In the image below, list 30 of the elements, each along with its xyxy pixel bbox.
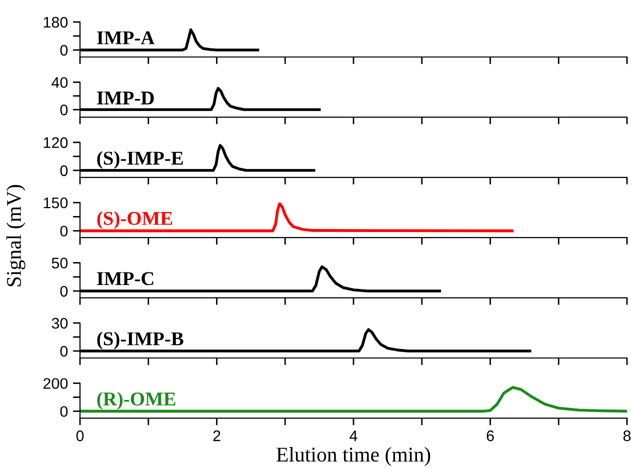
y-tick-label: 0 (60, 286, 68, 297)
series-label: IMP-C (97, 272, 154, 286)
x-tick-label: 8 (623, 430, 631, 442)
x-tick-label: 6 (486, 430, 494, 442)
y-tick-label: 0 (60, 226, 68, 237)
series-label: (S)-OME (97, 211, 172, 229)
line-series (80, 386, 627, 413)
y-tick-label: 50 (52, 258, 68, 268)
series-label: (S)-IMP-E (97, 151, 183, 169)
series-label: IMP-D (97, 92, 154, 104)
y-tick-label: 0 (60, 44, 68, 56)
y-tick-label: 180 (44, 16, 68, 28)
series-label: (S)-IMP-B (97, 332, 184, 350)
x-tick-label: 0 (76, 430, 84, 442)
series-label: IMP-A (97, 31, 155, 44)
x-axis-title: Elution time (min) (276, 447, 430, 466)
y-tick-label: 200 (43, 378, 68, 389)
y-tick-label: 0 (60, 104, 68, 116)
y-axis-title: Signal (mV) (6, 184, 26, 286)
y-tick-label: 0 (60, 406, 68, 417)
y-tick-label: 150 (44, 197, 68, 208)
y-tick-label: 0 (60, 346, 68, 357)
y-tick-label: 40 (52, 77, 68, 88)
series-label: (R)-OME (97, 392, 176, 410)
x-tick-label: 2 (213, 430, 220, 442)
y-tick-label: 120 (44, 137, 68, 148)
line-series (80, 202, 514, 232)
y-tick-label: 0 (60, 165, 68, 176)
y-tick-label: 30 (52, 318, 68, 329)
x-tick-label: 4 (350, 430, 358, 442)
